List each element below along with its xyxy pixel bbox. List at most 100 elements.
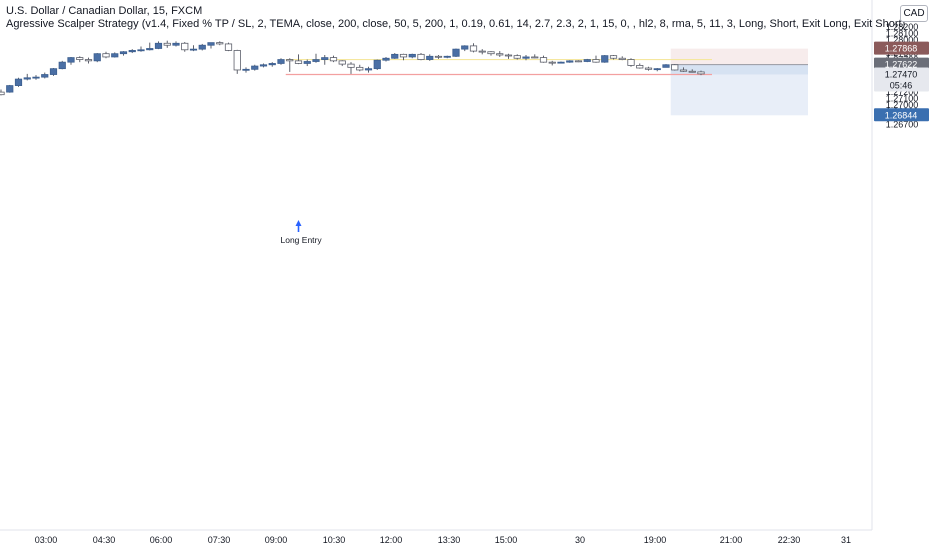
- candle[interactable]: [557, 61, 565, 64]
- candle[interactable]: [487, 51, 495, 56]
- time-axis[interactable]: 03:00 04:30 06:00 07:30 09:00 10:30 12:00 13:30…: [35, 535, 851, 545]
- candle[interactable]: [329, 55, 338, 63]
- candle[interactable]: [119, 51, 128, 56]
- candle-body: [312, 59, 320, 62]
- candle[interactable]: [251, 64, 259, 71]
- target-zone[interactable]: [670, 48, 808, 65]
- candle[interactable]: [294, 54, 303, 65]
- candle[interactable]: [592, 55, 600, 63]
- candle[interactable]: [172, 41, 180, 47]
- candle[interactable]: [216, 41, 224, 46]
- candle[interactable]: [478, 49, 486, 55]
- candle[interactable]: [224, 42, 233, 52]
- candle[interactable]: [84, 57, 93, 64]
- candle[interactable]: [548, 60, 556, 66]
- candle[interactable]: [697, 70, 705, 76]
- candle[interactable]: [137, 46, 145, 52]
- candle[interactable]: [636, 63, 644, 69]
- candle-body: [321, 57, 329, 60]
- candle[interactable]: [111, 52, 119, 58]
- extended-zone[interactable]: [670, 74, 808, 116]
- candle[interactable]: [417, 53, 425, 61]
- candle[interactable]: [286, 58, 294, 72]
- candle[interactable]: [207, 42, 215, 49]
- candle[interactable]: [539, 55, 548, 63]
- candle[interactable]: [146, 42, 154, 51]
- price-tick-label: 1.27100: [886, 94, 919, 104]
- candle[interactable]: [338, 60, 346, 67]
- candle[interactable]: [566, 60, 574, 63]
- candle[interactable]: [0, 89, 5, 96]
- candle[interactable]: [41, 72, 49, 79]
- time-tick-label: 15:00: [495, 535, 518, 545]
- candle[interactable]: [408, 53, 416, 59]
- candle[interactable]: [163, 40, 171, 48]
- candle[interactable]: [268, 62, 276, 67]
- candle[interactable]: [609, 54, 618, 60]
- candle[interactable]: [618, 56, 626, 61]
- time-tick-label: 12:00: [380, 535, 403, 545]
- candle[interactable]: [6, 84, 14, 93]
- candle[interactable]: [49, 68, 58, 76]
- candle[interactable]: [242, 67, 250, 73]
- candle[interactable]: [303, 59, 311, 67]
- candles-layer[interactable]: [0, 40, 705, 96]
- candle[interactable]: [653, 68, 661, 72]
- candle-body: [461, 45, 469, 50]
- candle[interactable]: [531, 54, 539, 59]
- candle[interactable]: [23, 73, 31, 81]
- candle[interactable]: [154, 41, 163, 50]
- candle[interactable]: [522, 54, 530, 61]
- candle[interactable]: [93, 53, 101, 63]
- candle[interactable]: [321, 54, 329, 65]
- candle[interactable]: [574, 60, 583, 63]
- candle[interactable]: [32, 75, 40, 80]
- candle[interactable]: [496, 51, 504, 57]
- currency-badge[interactable]: CAD: [900, 5, 928, 22]
- candle[interactable]: [434, 54, 443, 59]
- candle[interactable]: [513, 54, 521, 60]
- price-tick-label: 1.27000: [886, 100, 919, 110]
- stop-zone[interactable]: [670, 64, 808, 75]
- candle[interactable]: [391, 53, 399, 59]
- candle[interactable]: [58, 60, 66, 70]
- candle[interactable]: [688, 69, 696, 73]
- candle[interactable]: [644, 66, 653, 71]
- candle[interactable]: [452, 48, 460, 57]
- candle[interactable]: [373, 59, 381, 70]
- candle[interactable]: [364, 66, 373, 73]
- candle[interactable]: [426, 54, 434, 61]
- candle[interactable]: [601, 54, 609, 63]
- candle[interactable]: [399, 53, 408, 61]
- candle[interactable]: [662, 64, 670, 68]
- candle[interactable]: [504, 53, 513, 59]
- candle[interactable]: [259, 63, 268, 68]
- candle[interactable]: [382, 56, 390, 62]
- candle[interactable]: [312, 53, 320, 63]
- candle[interactable]: [198, 43, 206, 51]
- candle-body: [601, 55, 609, 63]
- candle[interactable]: [233, 49, 241, 74]
- candle[interactable]: [461, 45, 469, 52]
- candle-body: [242, 68, 250, 71]
- candle[interactable]: [443, 55, 451, 59]
- candle[interactable]: [181, 41, 189, 52]
- candle-body: [627, 59, 635, 66]
- candle[interactable]: [627, 58, 635, 67]
- candle[interactable]: [102, 51, 110, 59]
- candle[interactable]: [469, 43, 478, 53]
- candle[interactable]: [76, 56, 84, 63]
- candle[interactable]: [14, 77, 23, 87]
- candle[interactable]: [128, 49, 136, 54]
- candle[interactable]: [679, 67, 688, 72]
- candle[interactable]: [189, 45, 198, 52]
- time-tick-label: 03:00: [35, 535, 58, 545]
- candle[interactable]: [671, 64, 679, 71]
- candle[interactable]: [67, 56, 75, 65]
- candle-body: [58, 61, 66, 70]
- candle[interactable]: [356, 64, 364, 72]
- candle[interactable]: [583, 58, 591, 63]
- candle[interactable]: [277, 58, 285, 65]
- candle[interactable]: [347, 62, 355, 74]
